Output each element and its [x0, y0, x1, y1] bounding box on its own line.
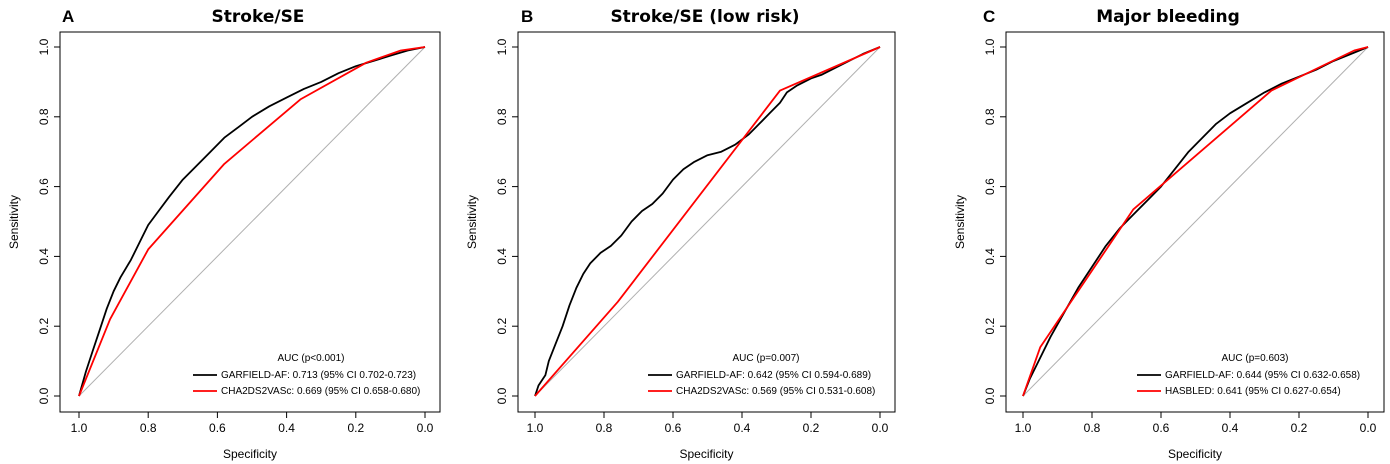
x-axis-label: Specificity — [1168, 447, 1222, 461]
y-axis-label: Sensitivity — [953, 195, 967, 249]
x-tick-label: 0.4 — [278, 421, 295, 435]
y-tick-label: 1.0 — [983, 38, 997, 55]
y-tick-label: 0.8 — [495, 108, 509, 125]
x-tick-label: 0.8 — [1084, 421, 1101, 435]
y-tick-label: 0.2 — [983, 318, 997, 335]
reference-diagonal — [534, 46, 881, 397]
legend-title: AUC (p=0.603) — [1222, 353, 1289, 364]
panel-letter: B — [521, 7, 533, 26]
x-tick-label: 1.0 — [71, 421, 88, 435]
plot-frame — [59, 31, 441, 413]
x-tick-label: 0.8 — [596, 421, 613, 435]
x-axis-label: Specificity — [223, 447, 277, 461]
panel-letter: A — [62, 7, 74, 26]
plot-frame — [1005, 31, 1385, 413]
legend-title: AUC (p=0.007) — [733, 353, 800, 364]
legend-entry: GARFIELD-AF: 0.644 (95% CI 0.632-0.658) — [1165, 370, 1360, 381]
legend-entry: CHA2DS2VASc: 0.669 (95% CI 0.658-0.680) — [221, 386, 420, 397]
x-tick-label: 0.0 — [872, 421, 889, 435]
y-tick-label: 0.8 — [983, 108, 997, 125]
y-tick-label: 0.2 — [37, 318, 51, 335]
y-tick-label: 0.6 — [495, 178, 509, 195]
legend-entry: GARFIELD-AF: 0.713 (95% CI 0.702-0.723) — [221, 370, 416, 381]
roc-curve-comparison — [78, 46, 426, 397]
y-tick-label: 1.0 — [37, 38, 51, 55]
x-tick-label: 0.2 — [347, 421, 364, 435]
roc-panel-b: B Stroke/SE (low risk) 1.0 0.8 0.6 0.4 0.2 0.0 0… — [465, 7, 896, 461]
x-axis-label: Specificity — [679, 447, 733, 461]
y-tick-label: 0.6 — [983, 178, 997, 195]
roc-curve-comparison — [534, 46, 881, 397]
legend-entry: HASBLED: 0.641 (95% CI 0.627-0.654) — [1165, 386, 1341, 397]
x-tick-label: 0.2 — [803, 421, 820, 435]
reference-diagonal — [78, 46, 426, 397]
x-tick-label: 1.0 — [1015, 421, 1032, 435]
y-tick-label: 0.0 — [495, 387, 509, 404]
legend-entry: CHA2DS2VASc: 0.569 (95% CI 0.531-0.608) — [676, 386, 875, 397]
reference-diagonal — [1022, 46, 1369, 397]
y-tick-label: 0.8 — [37, 108, 51, 125]
y-axis-label: Sensitivity — [465, 195, 479, 249]
y-tick-label: 0.6 — [37, 178, 51, 195]
roc-curve-primary — [534, 46, 881, 397]
panel-title: Stroke/SE (low risk) — [610, 7, 799, 27]
y-axis-label: Sensitivity — [7, 195, 21, 249]
legend-title: AUC (p<0.001) — [278, 353, 345, 364]
panel-title: Stroke/SE — [212, 7, 305, 27]
x-tick-label: 0.2 — [1291, 421, 1308, 435]
panel-title: Major bleeding — [1096, 7, 1240, 27]
x-tick-label: 0.6 — [209, 421, 226, 435]
x-tick-label: 0.8 — [140, 421, 157, 435]
roc-panel-a: A Stroke/SE 1.0 0.8 0.6 0.4 0.2 0.0 0.0 0.2 0.4 0.6… — [7, 7, 441, 461]
roc-curve-comparison — [1022, 46, 1369, 397]
legend-entry: GARFIELD-AF: 0.642 (95% CI 0.594-0.689) — [676, 370, 871, 381]
roc-curve-primary — [78, 46, 426, 397]
x-tick-label: 0.4 — [734, 421, 751, 435]
x-tick-label: 0.6 — [1153, 421, 1170, 435]
plot-frame — [517, 31, 896, 413]
y-tick-label: 0.4 — [495, 248, 509, 265]
y-tick-label: 0.0 — [983, 387, 997, 404]
x-tick-label: 1.0 — [527, 421, 544, 435]
panel-letter: C — [983, 7, 995, 26]
y-tick-label: 0.0 — [37, 387, 51, 404]
y-tick-label: 0.2 — [495, 318, 509, 335]
y-tick-label: 0.4 — [983, 248, 997, 265]
x-tick-label: 0.0 — [1360, 421, 1377, 435]
x-tick-label: 0.0 — [417, 421, 434, 435]
roc-panel-c: C Major bleeding 1.0 0.8 0.6 0.4 0.2 0.0 0.0 0.2 0… — [953, 7, 1385, 461]
y-tick-label: 0.4 — [37, 248, 51, 265]
y-tick-label: 1.0 — [495, 38, 509, 55]
x-tick-label: 0.6 — [665, 421, 682, 435]
x-tick-label: 0.4 — [1222, 421, 1239, 435]
